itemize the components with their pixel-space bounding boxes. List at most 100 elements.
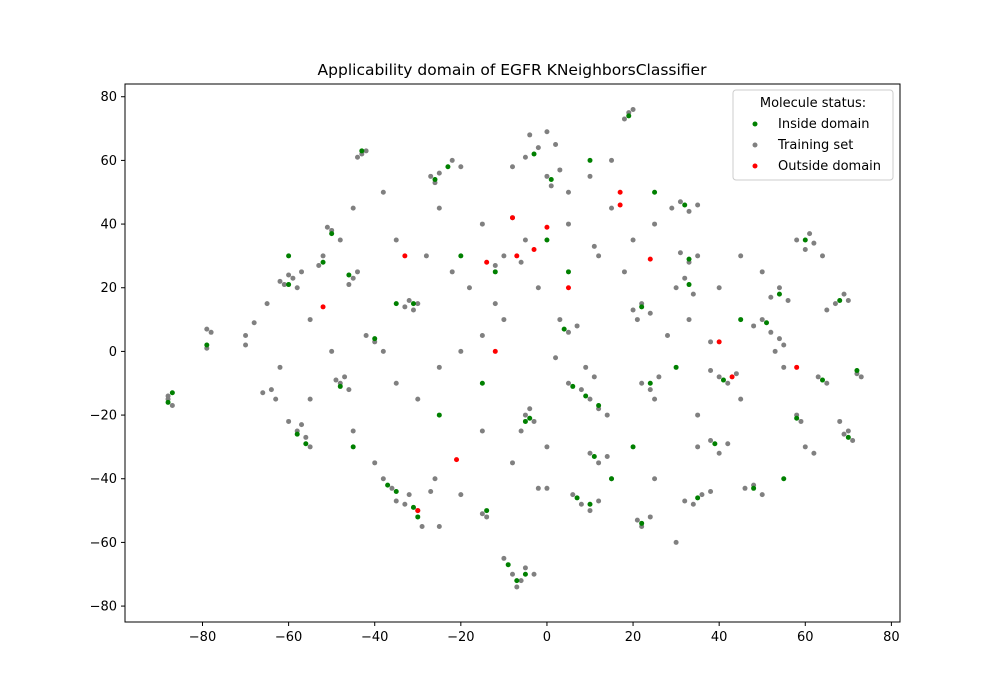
point-training-set (639, 380, 645, 386)
point-inside-domain (286, 282, 292, 288)
point-outside-domain (510, 215, 515, 221)
point-training-set (415, 396, 421, 402)
point-inside-domain (359, 148, 365, 154)
point-training-set (647, 387, 653, 393)
point-training-set (527, 132, 533, 138)
y-tick-label: 60 (100, 154, 117, 169)
point-inside-domain (764, 320, 770, 326)
point-training-set (652, 396, 658, 402)
point-training-set (677, 199, 683, 205)
x-tick-label: −60 (275, 630, 302, 645)
point-inside-domain (776, 291, 782, 297)
point-inside-domain (514, 578, 520, 584)
point-training-set (553, 355, 559, 361)
point-training-set (544, 444, 550, 450)
point-training-set (501, 555, 507, 561)
point-inside-domain (837, 297, 843, 303)
point-inside-domain (286, 253, 292, 259)
point-training-set (522, 412, 528, 418)
point-training-set (329, 348, 335, 354)
point-training-set (781, 342, 787, 348)
point-outside-domain (794, 364, 800, 370)
y-tick-label: −40 (90, 472, 117, 487)
point-training-set (682, 275, 688, 281)
point-training-set (596, 253, 602, 259)
point-training-set (277, 364, 283, 370)
point-inside-domain (583, 393, 589, 399)
point-training-set (169, 403, 175, 409)
point-inside-domain (574, 495, 580, 501)
point-training-set (479, 511, 485, 517)
point-inside-domain (522, 418, 528, 424)
x-tick-label: −20 (447, 630, 474, 645)
point-training-set (243, 332, 249, 338)
point-inside-domain (548, 177, 554, 183)
point-training-set (621, 269, 627, 275)
point-training-set (815, 374, 821, 380)
point-training-set (346, 387, 352, 393)
point-outside-domain (565, 285, 571, 291)
point-training-set (286, 272, 292, 278)
point-training-set (820, 253, 825, 259)
point-training-set (759, 492, 765, 498)
point-training-set (380, 189, 386, 195)
point-inside-domain (591, 453, 597, 459)
point-training-set (251, 320, 257, 326)
point-inside-domain (751, 485, 757, 491)
point-training-set (811, 240, 817, 246)
point-inside-domain (169, 390, 175, 396)
point-inside-domain (350, 444, 356, 450)
point-inside-domain (458, 253, 464, 259)
point-training-set (557, 167, 563, 173)
point-inside-domain (522, 571, 528, 577)
point-training-set (751, 323, 757, 329)
point-inside-domain (682, 202, 688, 208)
point-training-set (634, 517, 640, 523)
point-training-set (768, 329, 774, 335)
point-training-set (634, 317, 640, 323)
point-training-set (535, 285, 541, 291)
point-training-set (565, 221, 571, 227)
point-training-set (716, 285, 722, 291)
point-training-set (484, 514, 490, 520)
point-inside-domain (432, 177, 438, 183)
point-training-set (350, 275, 356, 281)
point-training-set (695, 253, 701, 259)
point-inside-domain (531, 151, 537, 157)
point-training-set (699, 492, 705, 498)
point-training-set (436, 364, 442, 370)
point-training-set (518, 578, 524, 584)
point-training-set (307, 396, 313, 402)
y-tick-label: −60 (90, 536, 117, 551)
point-training-set (716, 450, 722, 456)
y-tick-label: 80 (100, 90, 117, 105)
point-training-set (449, 269, 455, 275)
plot-frame (124, 83, 901, 623)
point-training-set (677, 250, 683, 256)
point-training-set (738, 253, 744, 259)
point-training-set (393, 498, 399, 504)
point-training-set (802, 247, 808, 253)
point-training-set (449, 157, 455, 163)
point-training-set (277, 278, 283, 284)
point-training-set (522, 565, 528, 571)
point-training-set (725, 380, 731, 386)
point-training-set (273, 396, 279, 402)
point-training-set (708, 339, 714, 345)
chart-title: Applicability domain of EGFR KNeighborsC… (318, 61, 708, 79)
point-outside-domain (415, 508, 421, 514)
point-training-set (665, 332, 670, 338)
point-training-set (544, 129, 550, 135)
point-inside-domain (385, 482, 391, 488)
point-training-set (557, 317, 563, 323)
point-training-set (299, 269, 305, 275)
point-inside-domain (695, 495, 701, 501)
point-training-set (355, 154, 360, 160)
point-training-set (656, 374, 662, 380)
y-tick-label: −80 (90, 600, 117, 615)
point-outside-domain (514, 253, 520, 259)
point-inside-domain (445, 164, 451, 170)
point-training-set (630, 237, 636, 243)
point-training-set (858, 374, 864, 380)
point-training-set (695, 202, 701, 208)
